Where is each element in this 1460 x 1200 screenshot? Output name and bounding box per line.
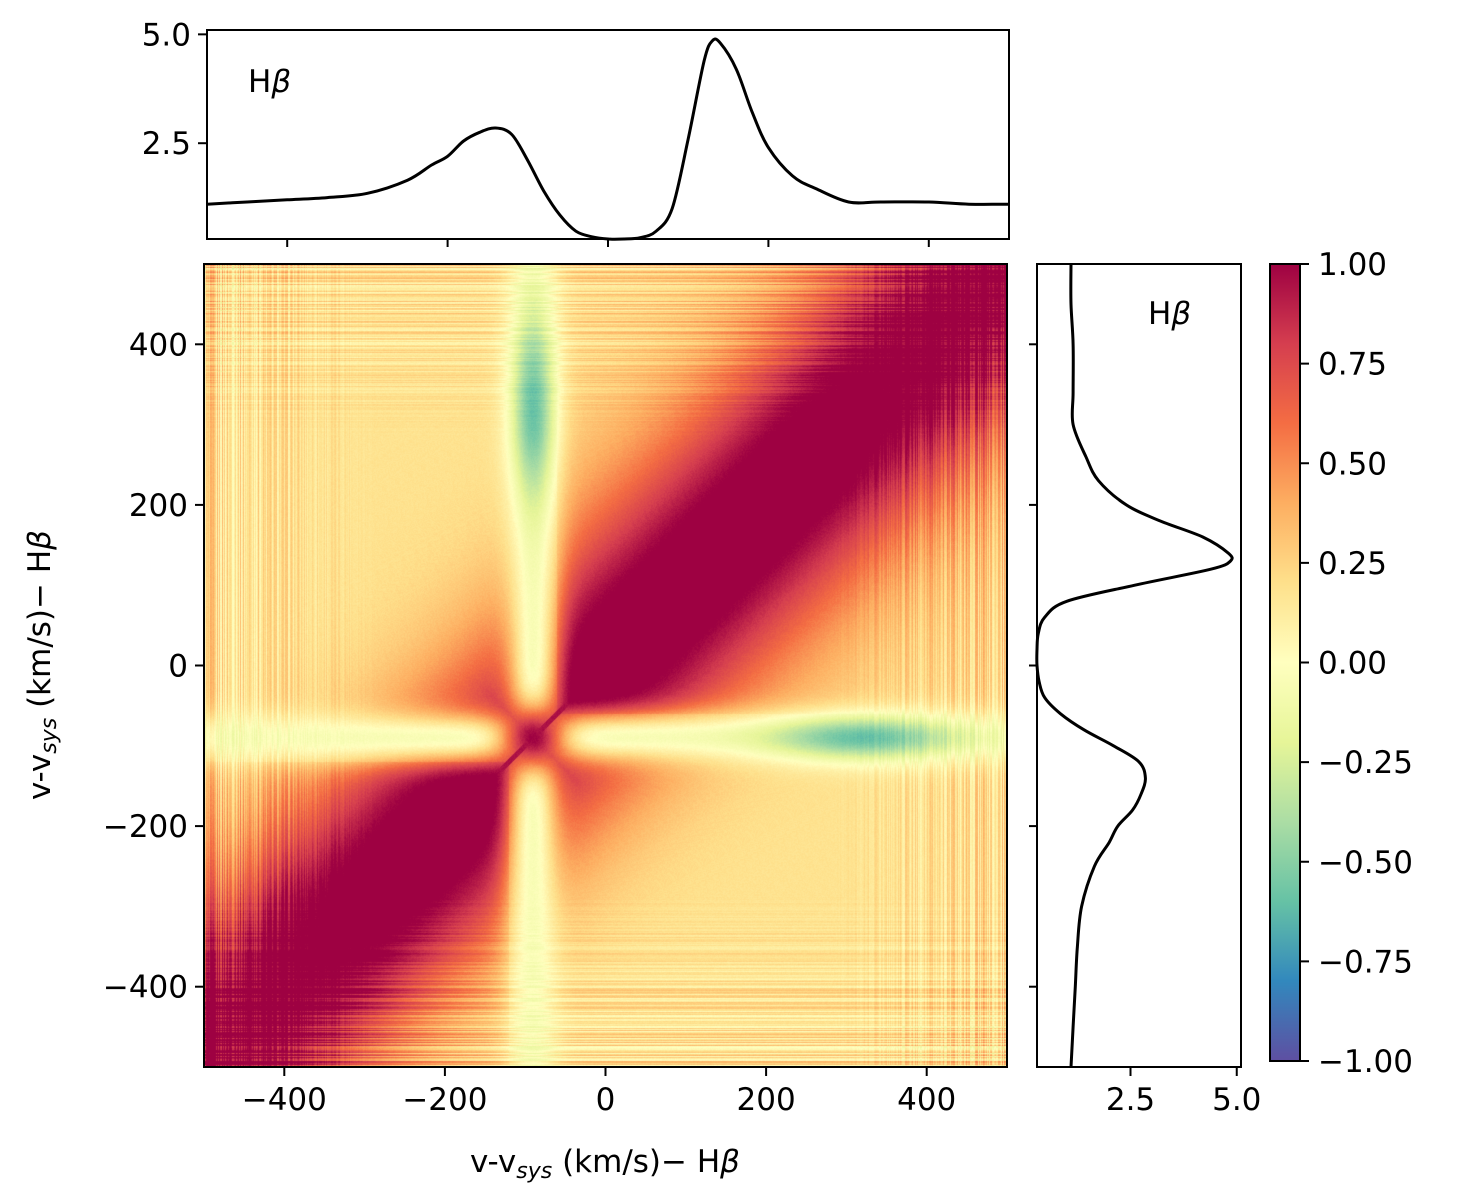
right-profile-label: Hβ — [1148, 296, 1191, 332]
colorbar-gradient — [1270, 264, 1300, 1061]
right-profile-x-ticks: 2.5 5.0 — [1106, 1067, 1261, 1118]
colorbar-tick-label: −0.75 — [1318, 944, 1413, 980]
heatmap-x-tick-label: −400 — [242, 1082, 327, 1118]
heatmap-image — [204, 264, 1007, 1067]
heatmap-x-tick-label: 200 — [737, 1082, 796, 1118]
top-profile-x-ticks — [286, 239, 930, 247]
colorbar-tick-label: 0.25 — [1318, 546, 1387, 582]
colorbar-ticks: 1.00 0.75 0.50 0.25 0.00 −0.25 −0.50 −0.75 −1.00 — [1300, 247, 1413, 1080]
heatmap-ylabel: v-vsys (km/s)− Hβ — [22, 530, 62, 800]
colorbar-tick-label: 0.75 — [1318, 347, 1387, 383]
heatmap-x-tick-label: 0 — [596, 1082, 616, 1118]
colorbar-tick-label: 1.00 — [1318, 247, 1387, 283]
right-profile-panel: 2.5 5.0 Hβ — [1029, 263, 1261, 1118]
right-profile-x-tick-label: 2.5 — [1106, 1082, 1155, 1118]
colorbar-tick-label: 0.00 — [1318, 646, 1387, 682]
top-profile-line — [206, 37, 1010, 241]
colorbar-tick-label: 0.50 — [1318, 446, 1387, 482]
heatmap-x-tick-label: 400 — [897, 1082, 956, 1118]
heatmap-y-tick-label: 0 — [168, 649, 188, 685]
colorbar-tick-label: −1.00 — [1318, 1044, 1413, 1080]
top-profile-y-tick-label: 2.5 — [142, 126, 191, 162]
top-profile-y-ticks: 2.5 5.0 — [142, 17, 207, 162]
heatmap-y-ticks: −400 −200 0 200 400 — [103, 327, 204, 1006]
heatmap-y-tick-label: −200 — [103, 809, 188, 845]
right-profile-line — [1035, 263, 1234, 1068]
top-profile-frame — [206, 29, 1010, 240]
right-profile-x-tick-label: 5.0 — [1212, 1082, 1261, 1118]
heatmap-x-tick-label: −200 — [402, 1082, 487, 1118]
colorbar-tick-label: −0.25 — [1318, 745, 1413, 781]
heatmap-y-tick-label: 200 — [129, 488, 188, 524]
heatmap-x-ticks: −400 −200 0 200 400 — [242, 1067, 956, 1118]
heatmap-xlabel: v-vsys (km/s)− Hβ — [470, 1144, 740, 1184]
heatmap-y-tick-label: 400 — [129, 327, 188, 363]
top-profile-y-tick-label: 5.0 — [142, 17, 191, 53]
right-profile-y-ticks — [1029, 343, 1037, 988]
colorbar-tick-label: −0.50 — [1318, 845, 1413, 881]
top-profile-label: Hβ — [248, 64, 291, 100]
heatmap-panel: −400 −200 0 200 400 −400 −200 0 200 400 v-vsys (… — [22, 263, 1008, 1184]
right-profile-frame — [1036, 263, 1242, 1068]
heatmap-y-tick-label: −400 — [103, 970, 188, 1006]
colorbar-panel: 1.00 0.75 0.50 0.25 0.00 −0.25 −0.50 −0.75 −1.00 — [1269, 247, 1413, 1080]
top-profile-panel: 2.5 5.0 Hβ — [142, 17, 1010, 247]
